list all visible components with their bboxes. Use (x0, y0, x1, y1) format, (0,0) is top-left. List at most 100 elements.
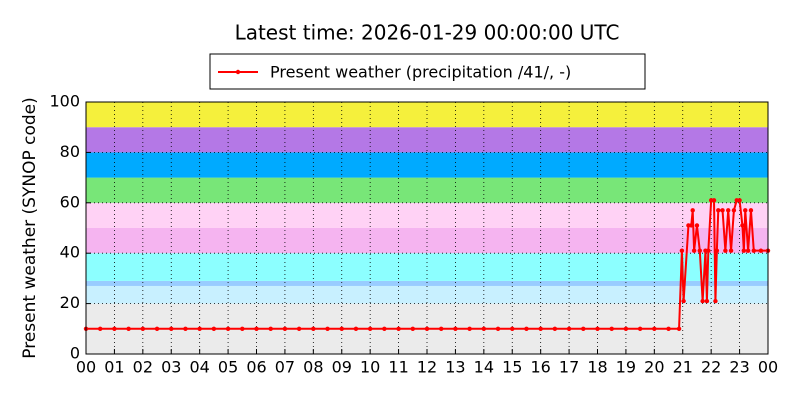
data-point (741, 248, 747, 253)
data-point (758, 248, 764, 253)
data-point (681, 298, 686, 304)
data-point (353, 326, 359, 331)
data-point (169, 326, 174, 331)
data-point (282, 326, 288, 331)
data-point (716, 208, 721, 213)
data-point (325, 326, 330, 331)
data-point (720, 208, 725, 213)
data-point (311, 326, 316, 331)
chart-title: Latest time: 2026-01-29 00:00:00 UTC (235, 21, 620, 45)
data-point (424, 326, 430, 331)
x-tick-label: 23 (729, 358, 749, 377)
data-point (467, 326, 472, 331)
data-point (711, 198, 717, 203)
data-point (676, 326, 682, 331)
data-point (410, 326, 415, 331)
data-point (595, 326, 600, 331)
data-point (197, 326, 202, 331)
data-point (713, 298, 718, 304)
data-point (728, 248, 734, 253)
data-point (751, 248, 756, 253)
x-tick-label: 12 (417, 358, 437, 377)
data-point (538, 326, 543, 331)
x-tick-label: 00 (758, 358, 778, 377)
x-tick-label: 02 (133, 358, 153, 377)
x-tick-label: 09 (332, 358, 352, 377)
data-point (609, 326, 614, 331)
data-point (700, 298, 705, 304)
data-point (679, 248, 685, 253)
x-tick-label: 01 (104, 358, 124, 377)
data-point (339, 326, 344, 331)
data-point (740, 223, 745, 228)
data-point (691, 248, 697, 253)
x-tick-label: 13 (445, 358, 465, 377)
x-tick-label: 22 (701, 358, 721, 377)
x-tick-label: 07 (275, 358, 295, 377)
data-point (154, 326, 160, 331)
data-point (581, 326, 586, 331)
legend-box (209, 53, 646, 90)
data-point (748, 208, 754, 213)
x-tick-label: 15 (502, 358, 522, 377)
y-tick-label: 60 (60, 192, 80, 211)
data-point (240, 326, 245, 331)
y-tick-label: 100 (49, 92, 80, 111)
background-band (86, 152, 768, 178)
plot-frame (85, 101, 769, 355)
data-point (743, 208, 748, 213)
data-point (726, 208, 731, 213)
background-band (86, 253, 768, 281)
data-point (524, 326, 529, 331)
data-point (731, 208, 737, 213)
y-tick-label: 20 (60, 293, 80, 312)
data-point (225, 326, 231, 331)
x-tick-label: 17 (559, 358, 579, 377)
data-point (183, 326, 188, 331)
data-point (552, 326, 558, 331)
x-tick-label: 10 (360, 358, 380, 377)
x-tick-label: 21 (673, 358, 693, 377)
x-tick-label: 06 (246, 358, 266, 377)
data-point (510, 326, 515, 331)
data-point (211, 326, 217, 331)
y-tick-label: 80 (60, 142, 80, 161)
data-point (737, 198, 742, 203)
data-point (126, 326, 131, 331)
data-point (268, 326, 273, 331)
x-tick-label: 16 (530, 358, 550, 377)
background-band (86, 228, 768, 254)
data-point (296, 326, 302, 331)
data-point (697, 248, 702, 253)
x-tick-label: 14 (474, 358, 494, 377)
x-tick-label: 18 (587, 358, 607, 377)
x-tick-label: 03 (161, 358, 181, 377)
x-tick-label: 00 (76, 358, 96, 377)
x-tick-label: 11 (388, 358, 408, 377)
data-point (745, 248, 751, 253)
x-tick-label: 04 (189, 358, 209, 377)
data-point (694, 223, 700, 228)
data-point (714, 248, 720, 253)
legend-label: Present weather (precipitation /41/, -) (270, 63, 571, 82)
y-axis-label: Present weather (SYNOP code) (20, 97, 40, 358)
data-point (453, 326, 458, 331)
data-point (481, 326, 487, 331)
data-point (666, 326, 671, 331)
data-point (140, 326, 146, 331)
y-tick-label: 40 (60, 243, 80, 262)
x-tick-label: 08 (303, 358, 323, 377)
data-point (495, 326, 501, 331)
data-point (723, 248, 728, 253)
data-point (623, 326, 629, 331)
background-band (86, 127, 768, 153)
data-point (112, 326, 117, 331)
data-point (382, 326, 387, 331)
x-tick-label: 05 (218, 358, 238, 377)
data-point (566, 326, 572, 331)
data-point (254, 326, 259, 331)
background-band (86, 280, 768, 286)
data-point (652, 326, 657, 331)
data-point (637, 326, 643, 331)
data-point (689, 223, 694, 228)
